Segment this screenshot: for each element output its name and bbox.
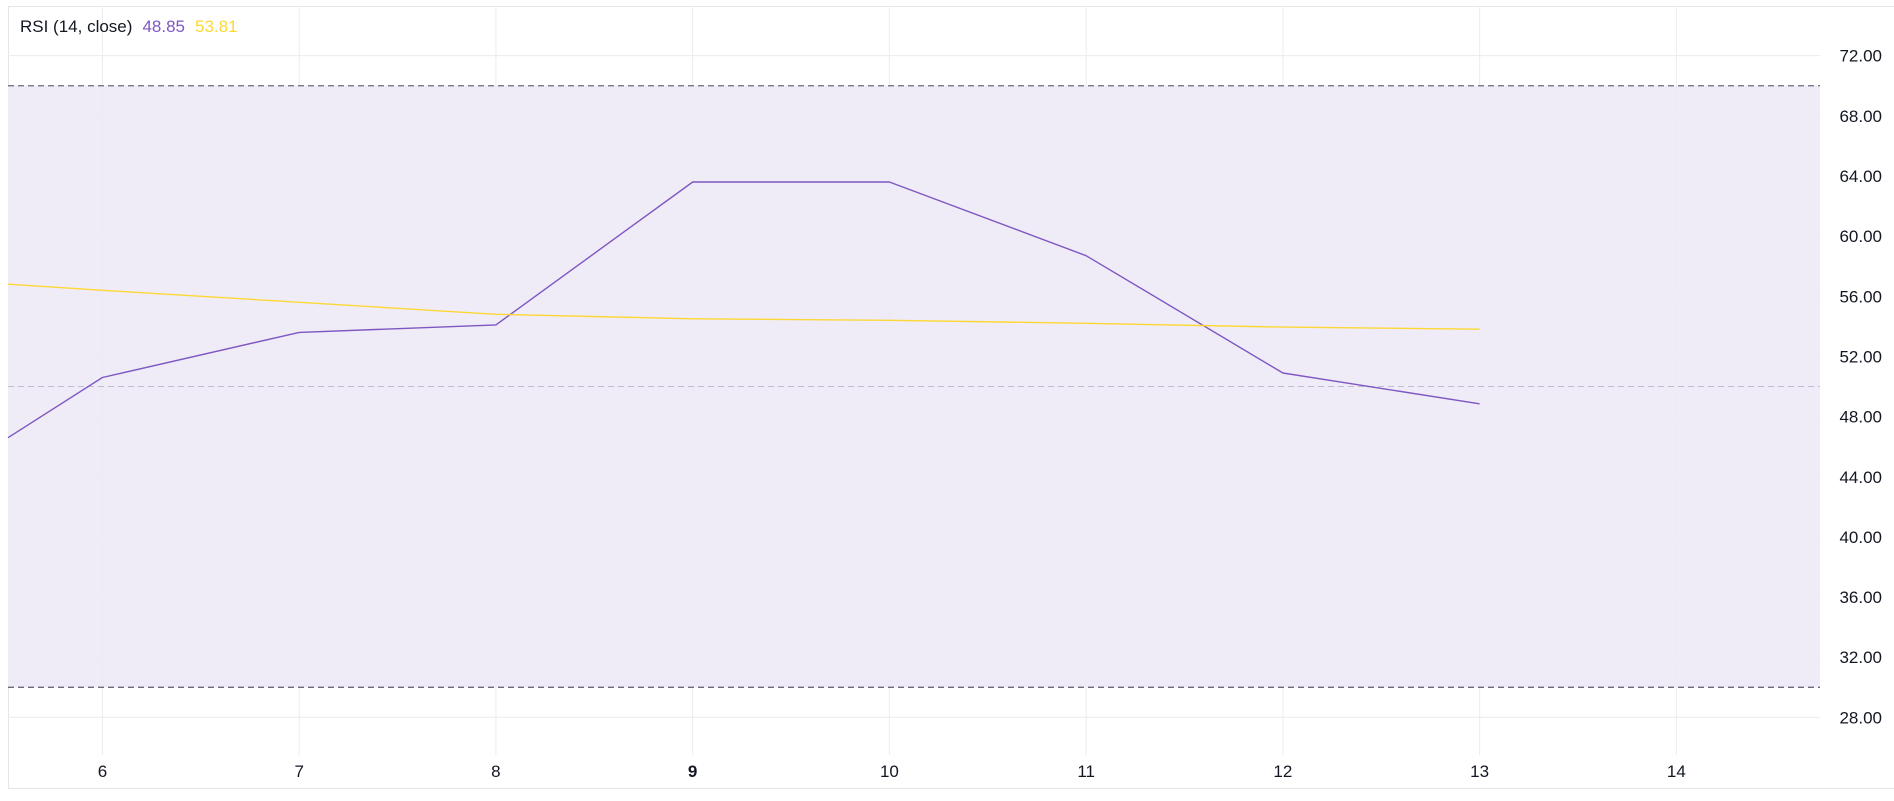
legend-rsi-value: 48.85 bbox=[142, 17, 185, 36]
y-tick-label: 56.00 bbox=[1839, 287, 1882, 306]
x-tick-label: 12 bbox=[1273, 762, 1292, 781]
x-tick-label: 9 bbox=[688, 762, 697, 781]
y-tick-label: 68.00 bbox=[1839, 107, 1882, 126]
ma-series-line bbox=[7, 283, 1480, 330]
y-tick-label: 40.00 bbox=[1839, 528, 1882, 547]
y-tick-label: 32.00 bbox=[1839, 648, 1882, 667]
x-tick-label: 11 bbox=[1077, 762, 1095, 781]
legend-ma-value: 53.81 bbox=[194, 17, 238, 36]
y-tick-label: 60.00 bbox=[1839, 227, 1882, 246]
y-tick-label: 72.00 bbox=[1839, 47, 1882, 66]
y-tick-label: 64.00 bbox=[1839, 167, 1882, 186]
y-tick-label: 52.00 bbox=[1839, 347, 1882, 366]
x-tick-label: 7 bbox=[294, 762, 303, 781]
rsi-series-line bbox=[7, 181, 1480, 439]
y-tick-label: 36.00 bbox=[1839, 588, 1882, 607]
y-tick-label: 48.00 bbox=[1839, 408, 1882, 427]
x-tick-label: 13 bbox=[1470, 762, 1489, 781]
legend-title: RSI (14, close) bbox=[20, 17, 133, 36]
x-tick-label: 14 bbox=[1667, 762, 1686, 781]
x-tick-label: 6 bbox=[98, 762, 107, 781]
y-tick-label: 44.00 bbox=[1839, 468, 1882, 487]
x-tick-label: 8 bbox=[491, 762, 500, 781]
x-tick-label: 10 bbox=[880, 762, 899, 781]
legend: RSI (14, close) 48.85 53.81 bbox=[20, 17, 238, 37]
y-tick-label: 28.00 bbox=[1839, 708, 1882, 727]
